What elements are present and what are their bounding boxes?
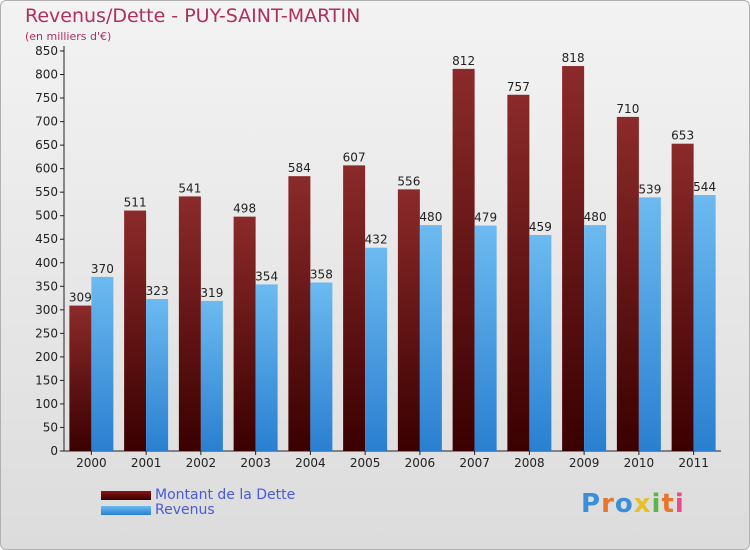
- data-label-dette: 498: [233, 202, 256, 216]
- bar-revenus: [419, 225, 442, 451]
- bar-dette: [343, 165, 366, 451]
- x-tick-label: 2007: [459, 456, 490, 470]
- data-label-dette: 556: [397, 174, 420, 188]
- bar-revenus: [638, 197, 661, 451]
- data-label-dette: 653: [671, 129, 694, 143]
- legend-swatch-revenus: [101, 505, 151, 515]
- bar-revenus: [146, 299, 169, 451]
- y-tick-label: 50: [43, 420, 58, 434]
- data-label-dette: 309: [69, 291, 92, 305]
- bar-revenus: [200, 300, 223, 451]
- y-tick-label: 550: [35, 185, 58, 199]
- bar-revenus: [365, 247, 388, 451]
- bar-revenus: [529, 235, 552, 451]
- bar-dette: [616, 116, 639, 451]
- brand-letter: i: [651, 489, 662, 519]
- x-tick-label: 2008: [514, 456, 545, 470]
- data-label-dette: 607: [343, 150, 366, 164]
- data-label-dette: 584: [288, 161, 311, 175]
- x-tick-label: 2010: [624, 456, 655, 470]
- y-tick-label: 200: [35, 350, 58, 364]
- y-tick-label: 450: [35, 232, 58, 246]
- data-label-revenus: 539: [638, 182, 661, 196]
- data-label-revenus: 358: [310, 268, 333, 282]
- y-tick-label: 150: [35, 373, 58, 387]
- bar-dette: [671, 143, 694, 452]
- y-tick-label: 600: [35, 162, 58, 176]
- brand-letter: t: [661, 489, 675, 519]
- chart-title: Revenus/Dette - PUY-SAINT-MARTIN: [25, 5, 361, 27]
- y-tick-label: 700: [35, 115, 58, 129]
- data-label-dette: 710: [616, 102, 639, 116]
- x-tick-label: 2004: [295, 456, 326, 470]
- bar-dette: [233, 216, 256, 451]
- y-tick-label: 350: [35, 279, 58, 293]
- y-tick-label: 500: [35, 209, 58, 223]
- data-label-dette: 511: [124, 196, 147, 210]
- data-label-dette: 812: [452, 54, 475, 68]
- y-tick-label: 400: [35, 256, 58, 270]
- data-label-revenus: 432: [365, 233, 388, 247]
- data-label-revenus: 480: [584, 210, 607, 224]
- data-label-revenus: 323: [146, 284, 169, 298]
- bar-dette: [124, 210, 147, 451]
- x-tick-label: 2009: [569, 456, 600, 470]
- bar-revenus: [474, 225, 497, 451]
- brand-letter: P: [581, 489, 602, 519]
- bar-dette: [452, 68, 475, 451]
- legend-label-dette: Montant de la Dette: [155, 487, 296, 503]
- y-tick-label: 650: [35, 138, 58, 152]
- y-tick-label: 850: [35, 44, 58, 58]
- bar-dette: [397, 189, 420, 451]
- data-label-dette: 818: [562, 51, 585, 65]
- x-tick-label: 2001: [131, 456, 162, 470]
- bar-dette: [69, 305, 92, 451]
- x-tick-label: 2011: [678, 456, 709, 470]
- data-labels: 309 370 511 323 541 319 498 354 584 358 607 432 556 4…: [69, 51, 716, 305]
- data-label-revenus: 354: [255, 269, 278, 283]
- legend-item-revenus: Revenus: [101, 502, 215, 518]
- data-label-revenus: 479: [474, 211, 497, 225]
- data-label-revenus: 544: [693, 180, 716, 194]
- chart-unit-label: (en milliers d'€): [25, 30, 112, 43]
- bar-dette: [178, 196, 201, 451]
- x-tick-label: 2000: [76, 456, 107, 470]
- y-tick-label: 250: [35, 326, 58, 340]
- y-tick-label: 100: [35, 397, 58, 411]
- y-tick-label: 800: [35, 68, 58, 82]
- bar-dette: [288, 176, 311, 452]
- data-label-revenus: 459: [529, 220, 552, 234]
- bar-revenus: [693, 195, 716, 451]
- bar-dette: [562, 66, 585, 451]
- y-tick-label: 300: [35, 303, 58, 317]
- data-label-dette: 757: [507, 80, 530, 94]
- bar-dette: [507, 94, 530, 451]
- legend-label-revenus: Revenus: [155, 502, 215, 518]
- legend-swatch-dette: [101, 490, 151, 500]
- brand-letter: x: [633, 489, 652, 519]
- brand-letter: r: [601, 489, 615, 519]
- x-tick-label: 2003: [240, 456, 271, 470]
- data-label-revenus: 319: [200, 286, 223, 300]
- y-tick-label: 0: [50, 444, 58, 458]
- bar-revenus: [584, 225, 607, 451]
- data-label-revenus: 480: [419, 210, 442, 224]
- x-tick-label: 2006: [405, 456, 436, 470]
- x-tick-label: 2005: [350, 456, 381, 470]
- data-label-dette: 541: [178, 181, 201, 195]
- data-label-revenus: 370: [91, 262, 114, 276]
- bars: [69, 66, 716, 452]
- legend-item-dette: Montant de la Dette: [101, 487, 295, 503]
- y-tick-label: 750: [35, 91, 58, 105]
- bar-revenus: [310, 282, 333, 451]
- brand-letter: i: [674, 489, 685, 519]
- proxiti-logo: Proxiti: [581, 489, 685, 519]
- axes: 0 50 100 150 200 250 300 350 400 450 500 550 600 650 7…: [35, 44, 721, 470]
- bar-revenus: [91, 276, 114, 451]
- brand-letter: o: [614, 489, 634, 519]
- x-tick-label: 2002: [186, 456, 217, 470]
- bar-revenus: [255, 284, 278, 451]
